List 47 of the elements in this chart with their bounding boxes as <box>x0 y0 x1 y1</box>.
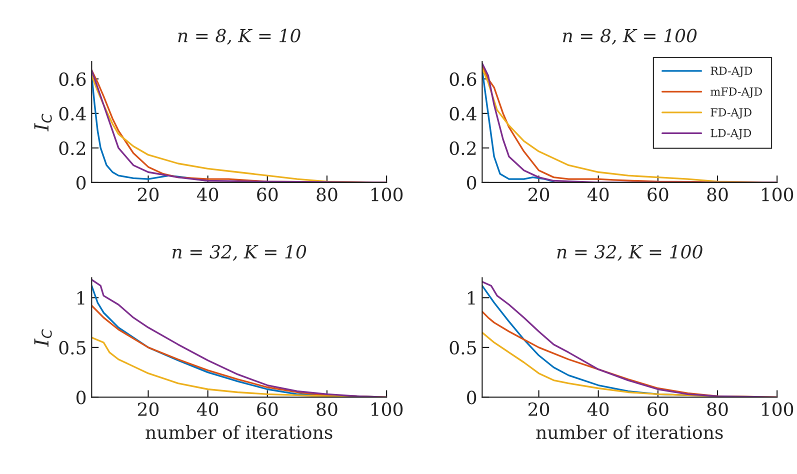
x-axis-title: number of iterations <box>536 425 723 440</box>
y-tick-label: 0.5 <box>59 340 86 355</box>
y-tick-label: 1 <box>468 291 475 305</box>
y-tick-label: 0.4 <box>450 106 476 121</box>
line-series <box>482 69 555 182</box>
y-tick-label: 1 <box>78 291 84 305</box>
legend-label: mFD-AJD <box>710 87 762 98</box>
y-tick-label: 0 <box>76 390 86 404</box>
x-tick-label: 80 <box>316 402 338 416</box>
y-tick-label: 0 <box>467 390 476 404</box>
x-tick-label: 100 <box>762 402 794 416</box>
x-tick-label: 100 <box>372 188 403 202</box>
y-tick-label: 0.6 <box>450 72 476 86</box>
y-axis-title: I$_{C}$ <box>34 329 52 347</box>
y-tick-label: 0 <box>76 176 86 190</box>
x-axis-title: number of iterations <box>146 425 332 440</box>
x-tick-label: 60 <box>257 402 278 416</box>
y-tick-label: 0.5 <box>450 340 476 355</box>
x-tick-label: 100 <box>372 402 403 416</box>
chart-title: n = 8, K = 10 <box>178 28 300 45</box>
legend-label: LD-AJD <box>710 128 752 140</box>
x-tick-label: 60 <box>257 188 278 202</box>
legend-label: RD-AJD <box>710 66 752 78</box>
chart-title: n = 32, K = 100 <box>557 244 702 261</box>
x-tick-label: 20 <box>138 402 159 416</box>
y-tick-label: 0.2 <box>450 141 476 156</box>
x-tick-label: 80 <box>707 402 728 416</box>
x-tick-label: 40 <box>196 402 218 416</box>
y-tick-label: 0.2 <box>59 141 86 156</box>
legend-label: FD-AJD <box>710 108 752 119</box>
chart-title: n = 8, K = 100 <box>563 28 697 45</box>
x-tick-label: 80 <box>316 188 338 202</box>
x-tick-label: 20 <box>528 188 550 202</box>
y-tick-label: 0 <box>467 176 476 190</box>
x-tick-label: 60 <box>648 402 668 416</box>
x-tick-label: 40 <box>587 402 609 416</box>
y-tick-label: 0.6 <box>59 72 86 86</box>
y-tick-label: 0.4 <box>59 106 86 121</box>
x-tick-label: 60 <box>648 188 668 202</box>
chart-title: n = 32, K = 10 <box>172 244 306 261</box>
y-axis-title: I$_{C}$ <box>34 114 52 132</box>
x-tick-label: 20 <box>138 188 159 202</box>
x-tick-label: 100 <box>762 188 794 202</box>
x-tick-label: 40 <box>196 188 218 202</box>
x-tick-label: 20 <box>528 402 550 416</box>
x-tick-label: 80 <box>707 188 728 202</box>
x-tick-label: 40 <box>587 188 609 202</box>
